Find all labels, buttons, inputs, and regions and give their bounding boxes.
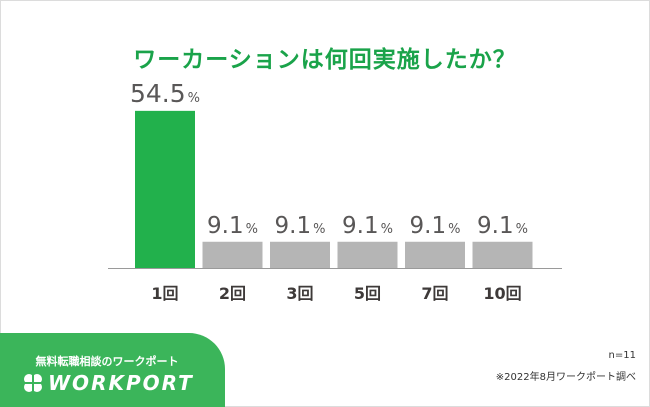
chart-title: ワーカーションは何回実施したか？ (133, 47, 517, 73)
tick-label: 5回 (354, 284, 381, 303)
brand-name: WORKPORT (48, 371, 194, 395)
tick-label: 10回 (483, 284, 521, 303)
tick-label: 2回 (219, 284, 246, 303)
data-label: 9.1% (477, 213, 528, 239)
data-label: 9.1% (275, 213, 326, 239)
tick-label: 7回 (421, 284, 448, 303)
clover-icon (24, 374, 42, 392)
brand-banner (0, 333, 225, 407)
brand-tagline: 無料転職相談のワークポート (35, 355, 179, 368)
data-label: 9.1% (410, 213, 461, 239)
data-label: 9.1% (342, 213, 393, 239)
bar (472, 241, 533, 268)
bar (337, 241, 398, 268)
data-label: 9.1% (207, 213, 258, 239)
tick-label: 1回 (151, 284, 178, 303)
bar (202, 241, 263, 268)
tick-label: 3回 (286, 284, 313, 303)
data-label: 54.5% (130, 79, 200, 108)
brand-logo: WORKPORT (22, 371, 194, 395)
bar (270, 241, 330, 268)
bar (405, 241, 465, 268)
source-note: ※2022年8月ワークポート調べ (495, 372, 636, 383)
sample-size: n=11 (608, 350, 636, 361)
bar (135, 110, 195, 268)
